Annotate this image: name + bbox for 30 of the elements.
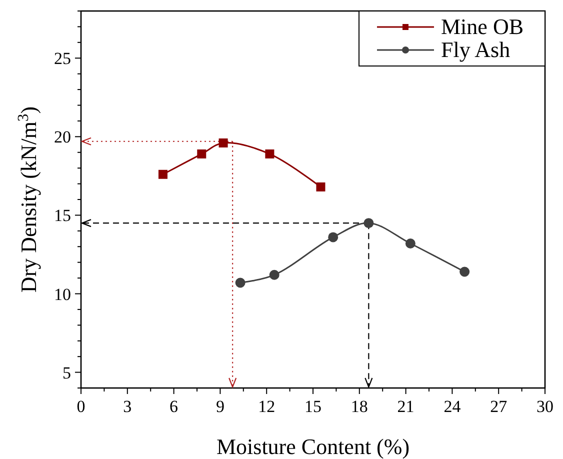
y-tick-label: 10 bbox=[54, 284, 71, 304]
point bbox=[269, 270, 280, 280]
y-tick-label: 15 bbox=[54, 206, 71, 226]
x-tick-label: 30 bbox=[536, 397, 554, 416]
x-tick-label: 24 bbox=[444, 397, 462, 416]
y-tick-label: 5 bbox=[62, 363, 71, 382]
x-tick-label: 6 bbox=[170, 397, 178, 416]
x-tick-label: 21 bbox=[397, 397, 414, 416]
y-tick-label: 25 bbox=[54, 49, 71, 68]
x-tick-label: 3 bbox=[123, 397, 132, 416]
point bbox=[197, 149, 206, 158]
x-tick-label: 9 bbox=[216, 397, 224, 416]
point bbox=[460, 266, 470, 277]
y-tick-label: 20 bbox=[54, 128, 71, 147]
point bbox=[364, 218, 374, 228]
point bbox=[235, 278, 246, 288]
point bbox=[405, 238, 416, 248]
point bbox=[265, 149, 274, 158]
x-tick-label: 15 bbox=[304, 397, 322, 416]
point bbox=[158, 170, 168, 179]
x-tick-label: 18 bbox=[350, 397, 368, 416]
legend-label: Fly Ash bbox=[441, 37, 510, 62]
x-tick-label: 12 bbox=[258, 397, 276, 416]
x-tick-label: 0 bbox=[76, 397, 86, 416]
point bbox=[316, 182, 326, 192]
x-axis-title: Moisture Content (%) bbox=[216, 434, 410, 459]
point bbox=[328, 232, 338, 242]
point bbox=[218, 138, 228, 148]
legend-label: Mine OB bbox=[441, 14, 524, 39]
x-tick-label: 27 bbox=[490, 397, 508, 416]
